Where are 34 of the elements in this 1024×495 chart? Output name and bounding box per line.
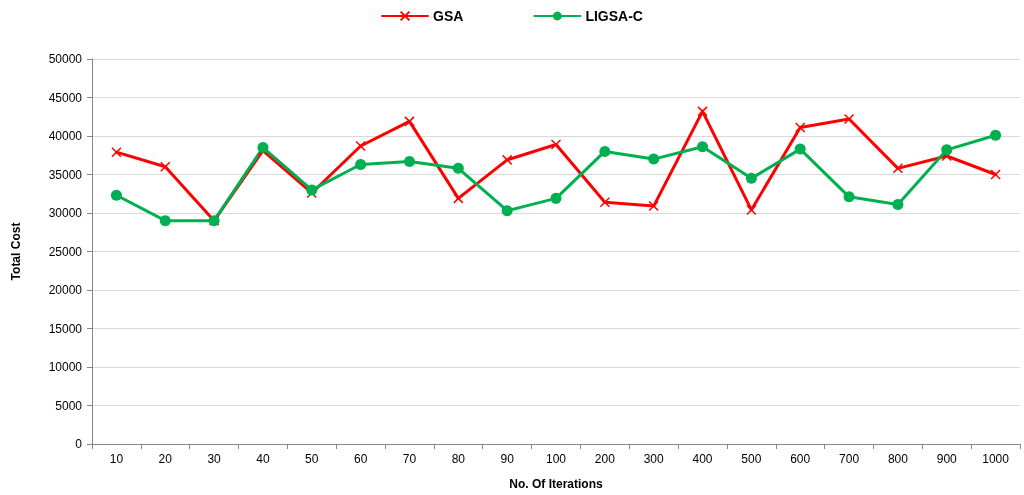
- legend-label: LIGSA-C: [585, 8, 643, 24]
- y-tick-label: 40000: [48, 129, 83, 143]
- y-tick-label: 20000: [48, 283, 83, 297]
- x-tick-label: 30: [207, 452, 222, 466]
- x-tick-label: 50: [305, 452, 319, 466]
- x-tick-label: 400: [692, 452, 713, 466]
- x-tick-label: 800: [887, 452, 909, 466]
- y-tick-label: 5000: [55, 398, 83, 413]
- x-tick-label: 100: [545, 452, 567, 466]
- x-tick-label: 70: [402, 452, 417, 466]
- y-tick-label: 25000: [48, 244, 83, 259]
- x-tick-label: 700: [839, 452, 860, 466]
- y-tick-label: 30000: [48, 206, 83, 220]
- x-tick-label: 80: [451, 452, 466, 466]
- x-tick-label: 20: [158, 452, 173, 466]
- y-tick-label: 0: [75, 437, 83, 451]
- x-tick-label: 600: [790, 452, 811, 466]
- y-tick-label: 45000: [48, 90, 83, 105]
- y-axis-title: Total Cost: [9, 222, 23, 281]
- x-tick-label: 200: [594, 452, 616, 466]
- x-tick-label: 900: [936, 452, 958, 466]
- x-tick-label: 60: [353, 452, 368, 466]
- y-tick-label: 10000: [48, 360, 83, 374]
- y-tick-label: 35000: [48, 167, 83, 182]
- x-tick-label: 500: [741, 452, 762, 466]
- x-tick-label: 300: [643, 452, 665, 466]
- x-tick-label: 90: [500, 452, 515, 466]
- x-tick-label: 10: [109, 452, 124, 466]
- y-tick-label: 50000: [48, 52, 83, 66]
- x-tick-label: 40: [256, 452, 270, 466]
- y-tick-label: 15000: [48, 321, 83, 336]
- x-tick-label: 1000: [982, 452, 1010, 466]
- x-axis-title: No. Of Iterations: [509, 477, 603, 491]
- legend-label: GSA: [433, 8, 464, 24]
